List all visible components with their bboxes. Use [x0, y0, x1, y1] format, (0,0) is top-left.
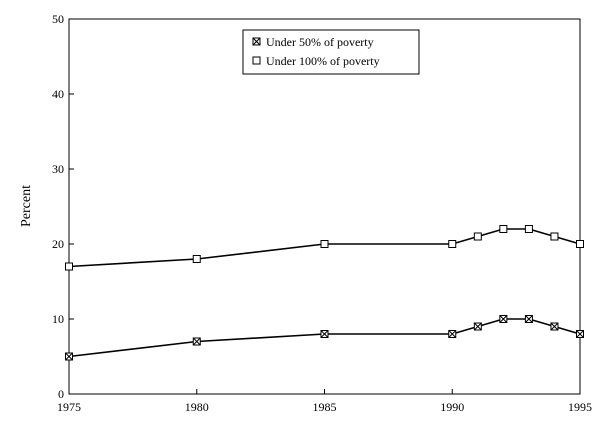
legend-box	[242, 29, 420, 75]
legend: Under 50% of poverty Under 100% of pover…	[242, 29, 420, 75]
data-point-cross-b	[499, 315, 508, 323]
data-point-square	[499, 225, 508, 233]
data-point	[499, 315, 508, 323]
data-point	[65, 262, 73, 271]
x-tick-label: 1990	[440, 400, 464, 414]
x-tick-label: 1985	[313, 400, 337, 414]
data-point	[473, 232, 482, 241]
legend-marker-open-square-icon	[252, 56, 261, 65]
data-point-square	[576, 240, 584, 248]
y-tick-label: 20	[52, 237, 64, 251]
y-tick-label: 0	[58, 387, 64, 401]
data-point	[192, 337, 201, 346]
x-tick-label: 1980	[185, 400, 209, 414]
data-point-cross-b	[448, 330, 457, 338]
y-axis: 0 10 20 30 40 50	[52, 12, 74, 401]
y-tick-label: 10	[52, 312, 64, 326]
data-point	[550, 322, 559, 331]
legend-item-under-100: Under 100% of poverty	[252, 54, 380, 68]
data-point-cross-b	[525, 315, 533, 323]
data-point-square	[524, 225, 533, 233]
data-point-square	[550, 232, 559, 241]
data-point-cross-b	[65, 352, 73, 361]
data-point-square	[448, 240, 457, 248]
legend-item-under-50: Under 50% of poverty	[252, 35, 374, 49]
data-point-cross-b	[550, 322, 559, 331]
y-tick-label: 50	[52, 12, 64, 26]
data-point-cross-b	[473, 322, 482, 331]
data-point	[499, 225, 508, 233]
x-tick-label: 1995	[568, 400, 592, 414]
data-point-square	[65, 262, 73, 271]
legend-label: Under 50% of poverty	[266, 35, 374, 49]
data-point	[320, 240, 329, 248]
data-point	[524, 315, 533, 323]
data-point	[192, 255, 201, 263]
data-point	[473, 322, 482, 331]
data-point-square	[192, 255, 201, 263]
data-point	[448, 240, 457, 248]
series-layer	[65, 225, 584, 361]
data-point	[320, 330, 329, 338]
data-point-cross-b	[320, 330, 329, 338]
data-point	[576, 240, 584, 248]
data-point	[65, 352, 73, 361]
data-point	[524, 225, 533, 233]
y-tick-label: 30	[52, 162, 64, 176]
x-axis: 1975 1980 1985 1990 1995	[57, 389, 592, 414]
data-point	[576, 330, 584, 338]
x-tick-label: 1975	[57, 400, 81, 414]
legend-label: Under 100% of poverty	[266, 54, 380, 68]
data-point	[550, 232, 559, 241]
legend-marker-cross-b	[252, 37, 261, 46]
data-point-square	[473, 232, 482, 241]
data-point-cross-b	[192, 337, 201, 346]
data-point-square	[320, 240, 329, 248]
data-point	[448, 330, 457, 338]
data-point-cross-b	[576, 330, 584, 338]
y-tick-label: 40	[52, 87, 64, 101]
y-axis-label: Percent	[19, 185, 34, 227]
